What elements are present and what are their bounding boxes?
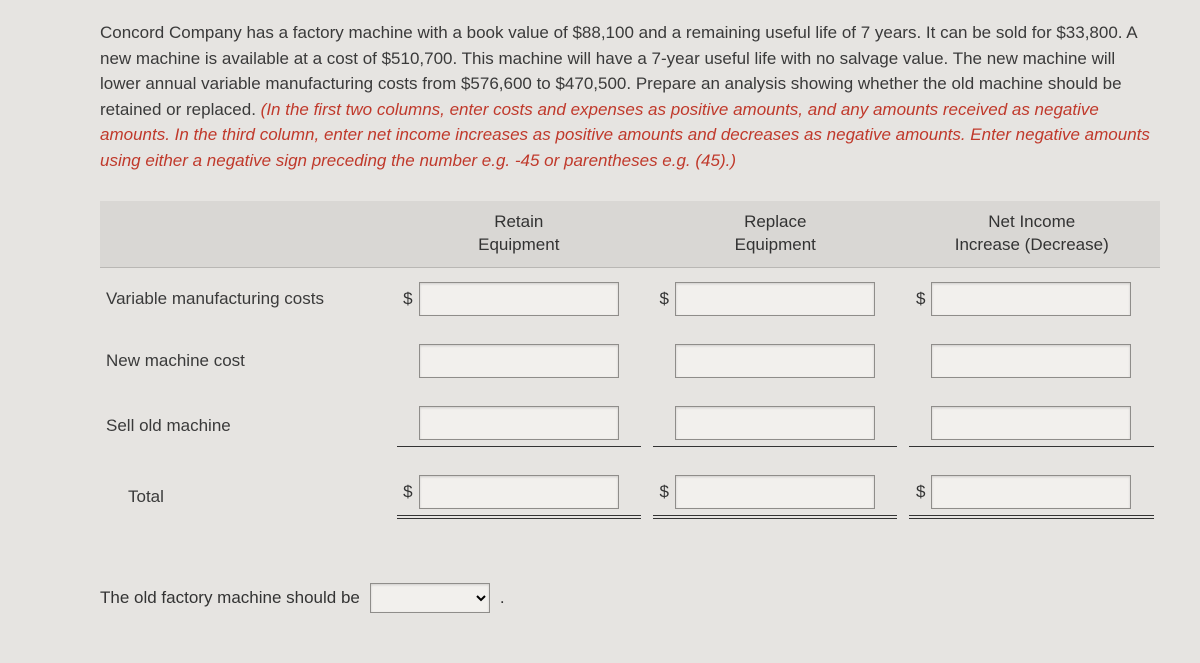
header-blank bbox=[100, 201, 391, 267]
decision-label: The old factory machine should be bbox=[100, 588, 360, 608]
decision-row: The old factory machine should be . bbox=[100, 583, 1160, 613]
input-sell-old-net[interactable] bbox=[931, 406, 1131, 440]
input-new-machine-retain[interactable] bbox=[419, 344, 619, 378]
row-label-var-cost: Variable manufacturing costs bbox=[100, 267, 391, 330]
dollar-sign: $ bbox=[909, 289, 925, 309]
input-new-machine-net[interactable] bbox=[931, 344, 1131, 378]
row-label-sell-old: Sell old machine bbox=[100, 392, 391, 461]
input-var-cost-net[interactable] bbox=[931, 282, 1131, 316]
input-var-cost-retain[interactable] bbox=[419, 282, 619, 316]
dollar-sign: $ bbox=[397, 289, 413, 309]
row-label-total: Total bbox=[100, 461, 391, 533]
dollar-sign: $ bbox=[653, 482, 669, 502]
table-row: New machine cost bbox=[100, 330, 1160, 392]
table-row: Sell old machine bbox=[100, 392, 1160, 461]
table-row: Total $ $ $ bbox=[100, 461, 1160, 533]
input-total-net[interactable] bbox=[931, 475, 1131, 509]
input-total-retain[interactable] bbox=[419, 475, 619, 509]
analysis-table: Retain Equipment Replace Equipment Net I… bbox=[100, 201, 1160, 533]
input-sell-old-retain[interactable] bbox=[419, 406, 619, 440]
dollar-sign: $ bbox=[653, 289, 669, 309]
header-replace: Replace Equipment bbox=[647, 201, 903, 267]
decision-select[interactable] bbox=[370, 583, 490, 613]
row-label-new-machine: New machine cost bbox=[100, 330, 391, 392]
decision-period: . bbox=[500, 588, 505, 608]
header-net: Net Income Increase (Decrease) bbox=[903, 201, 1160, 267]
table-row: Variable manufacturing costs $ $ $ bbox=[100, 267, 1160, 330]
input-new-machine-replace[interactable] bbox=[675, 344, 875, 378]
input-total-replace[interactable] bbox=[675, 475, 875, 509]
problem-statement: Concord Company has a factory machine wi… bbox=[100, 20, 1160, 173]
header-retain: Retain Equipment bbox=[391, 201, 647, 267]
dollar-sign: $ bbox=[397, 482, 413, 502]
dollar-sign: $ bbox=[909, 482, 925, 502]
input-var-cost-replace[interactable] bbox=[675, 282, 875, 316]
input-sell-old-replace[interactable] bbox=[675, 406, 875, 440]
